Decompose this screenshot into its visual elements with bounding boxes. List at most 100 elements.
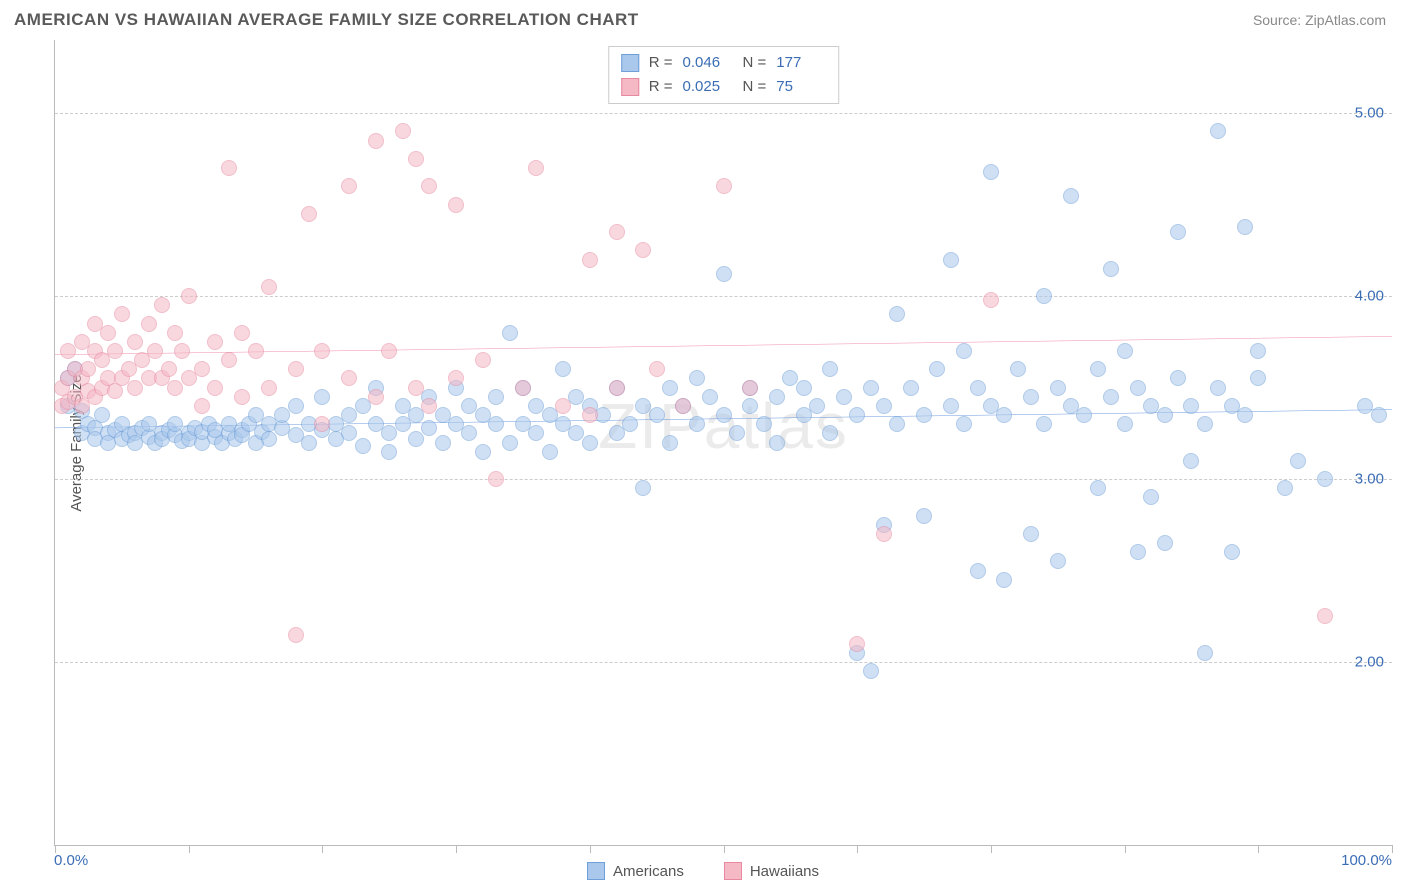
scatter-point bbox=[876, 526, 892, 542]
legend-label-americans: Americans bbox=[613, 863, 684, 880]
scatter-point bbox=[435, 435, 451, 451]
source-label: Source: ZipAtlas.com bbox=[1253, 12, 1386, 28]
scatter-point bbox=[448, 370, 464, 386]
scatter-point bbox=[314, 416, 330, 432]
scatter-point bbox=[515, 380, 531, 396]
scatter-point bbox=[1103, 261, 1119, 277]
scatter-point bbox=[502, 325, 518, 341]
scatter-point bbox=[221, 352, 237, 368]
scatter-point bbox=[381, 444, 397, 460]
scatter-point bbox=[1103, 389, 1119, 405]
scatter-point bbox=[234, 325, 250, 341]
scatter-point bbox=[1076, 407, 1092, 423]
scatter-point bbox=[863, 380, 879, 396]
scatter-point bbox=[1130, 380, 1146, 396]
scatter-point bbox=[488, 389, 504, 405]
r-value-americans: 0.046 bbox=[683, 51, 733, 75]
scatter-point bbox=[916, 508, 932, 524]
scatter-point bbox=[1250, 370, 1266, 386]
scatter-point bbox=[983, 292, 999, 308]
scatter-point bbox=[756, 416, 772, 432]
scatter-point bbox=[1237, 219, 1253, 235]
scatter-point bbox=[1170, 370, 1186, 386]
scatter-point bbox=[943, 398, 959, 414]
scatter-point bbox=[1090, 361, 1106, 377]
scatter-point bbox=[716, 407, 732, 423]
x-tick bbox=[189, 845, 190, 853]
scatter-point bbox=[421, 420, 437, 436]
scatter-point bbox=[207, 334, 223, 350]
scatter-point bbox=[849, 636, 865, 652]
scatter-point bbox=[1183, 453, 1199, 469]
legend-row-hawaiians: R = 0.025 N = 75 bbox=[621, 75, 827, 99]
scatter-point bbox=[716, 178, 732, 194]
scatter-point bbox=[903, 380, 919, 396]
scatter-point bbox=[147, 343, 163, 359]
scatter-point bbox=[983, 164, 999, 180]
chart-title: AMERICAN VS HAWAIIAN AVERAGE FAMILY SIZE… bbox=[14, 10, 639, 30]
scatter-point bbox=[288, 398, 304, 414]
scatter-point bbox=[421, 398, 437, 414]
scatter-point bbox=[141, 316, 157, 332]
scatter-point bbox=[1023, 389, 1039, 405]
scatter-point bbox=[1157, 407, 1173, 423]
scatter-point bbox=[689, 370, 705, 386]
scatter-point bbox=[488, 471, 504, 487]
scatter-point bbox=[836, 389, 852, 405]
plot-region: ZIPatlas R = 0.046 N = 177 R = 0.025 N =… bbox=[54, 40, 1392, 846]
scatter-point bbox=[174, 343, 190, 359]
scatter-point bbox=[1010, 361, 1026, 377]
scatter-point bbox=[742, 380, 758, 396]
scatter-point bbox=[809, 398, 825, 414]
scatter-point bbox=[769, 435, 785, 451]
scatter-point bbox=[822, 361, 838, 377]
scatter-point bbox=[649, 407, 665, 423]
scatter-point bbox=[916, 407, 932, 423]
scatter-point bbox=[408, 431, 424, 447]
x-tick bbox=[1258, 845, 1259, 853]
scatter-point bbox=[1036, 288, 1052, 304]
scatter-point bbox=[863, 663, 879, 679]
scatter-point bbox=[929, 361, 945, 377]
scatter-point bbox=[769, 389, 785, 405]
scatter-point bbox=[1036, 416, 1052, 432]
scatter-point bbox=[662, 435, 678, 451]
scatter-point bbox=[1170, 224, 1186, 240]
scatter-point bbox=[301, 206, 317, 222]
scatter-point bbox=[996, 572, 1012, 588]
scatter-point bbox=[822, 425, 838, 441]
scatter-point bbox=[395, 123, 411, 139]
scatter-point bbox=[528, 425, 544, 441]
legend-item-americans: Americans bbox=[587, 862, 684, 880]
scatter-point bbox=[849, 407, 865, 423]
scatter-point bbox=[796, 380, 812, 396]
x-tick bbox=[1392, 845, 1393, 853]
scatter-point bbox=[167, 325, 183, 341]
scatter-point bbox=[956, 343, 972, 359]
scatter-point bbox=[461, 425, 477, 441]
scatter-point bbox=[314, 343, 330, 359]
scatter-point bbox=[635, 242, 651, 258]
scatter-point bbox=[689, 416, 705, 432]
gridline bbox=[55, 296, 1392, 297]
scatter-point bbox=[555, 398, 571, 414]
legend-label-hawaiians: Hawaiians bbox=[750, 863, 819, 880]
scatter-point bbox=[729, 425, 745, 441]
x-tick bbox=[724, 845, 725, 853]
scatter-point bbox=[234, 389, 250, 405]
scatter-point bbox=[1063, 188, 1079, 204]
y-tick-label: 3.00 bbox=[1355, 471, 1384, 488]
scatter-point bbox=[421, 178, 437, 194]
scatter-point bbox=[956, 416, 972, 432]
scatter-point bbox=[194, 361, 210, 377]
scatter-point bbox=[582, 435, 598, 451]
scatter-point bbox=[161, 361, 177, 377]
swatch-americans-icon bbox=[587, 862, 605, 880]
scatter-point bbox=[609, 380, 625, 396]
scatter-point bbox=[368, 389, 384, 405]
gridline bbox=[55, 113, 1392, 114]
scatter-point bbox=[1117, 343, 1133, 359]
scatter-point bbox=[1130, 544, 1146, 560]
scatter-point bbox=[970, 380, 986, 396]
scatter-point bbox=[1050, 380, 1066, 396]
